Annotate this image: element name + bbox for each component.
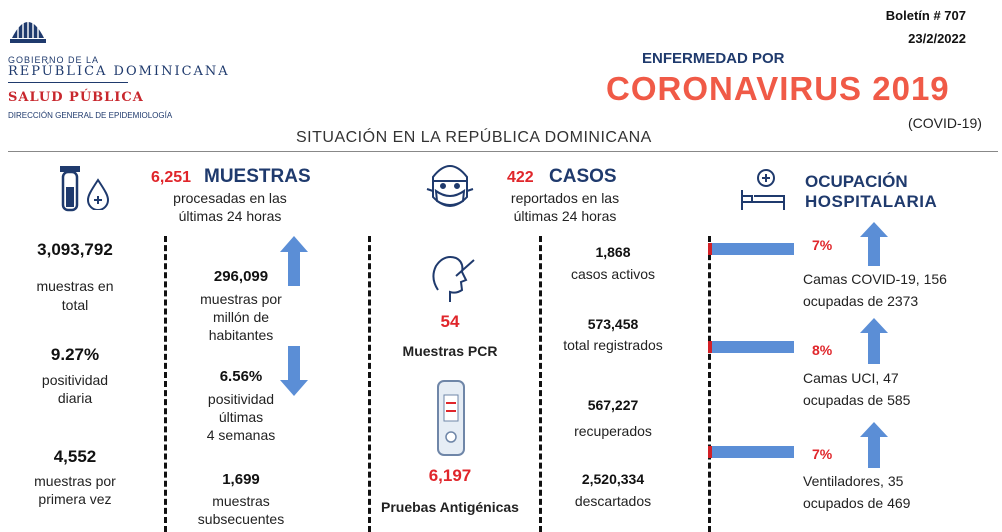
hospital-heading1: OCUPACIÓN — [805, 172, 908, 191]
pcr-value: 54 — [440, 312, 460, 331]
divider-samples-right — [368, 236, 371, 532]
first-time-label1: muestras por — [34, 473, 116, 489]
positivity-daily-label1: positividad — [41, 372, 109, 388]
discarded-label: descartados — [574, 493, 652, 509]
cases-sub2: últimas 24 horas — [513, 208, 617, 224]
discarded-value: 2,520,334 — [581, 471, 645, 487]
arrow-up-icon — [860, 318, 888, 364]
positivity-4w-label3: 4 semanas — [206, 427, 276, 443]
samples-sub2: últimas 24 horas — [178, 208, 282, 224]
per-million-label2: millón de — [212, 309, 270, 325]
covid-beds-label1: Camas COVID-19, 156 — [803, 271, 947, 287]
antigen-test-icon — [436, 379, 466, 457]
positivity-daily-value: 9.27% — [50, 345, 100, 364]
covid-beds-pct: 7% — [812, 237, 833, 253]
samples-total-value: 3,093,792 — [37, 240, 113, 259]
samples-total-label1: muestras en — [36, 278, 114, 294]
hospital-bed-icon — [740, 168, 786, 212]
cases-count: 422 — [507, 169, 534, 186]
page-subtitle: SITUACIÓN EN LA REPÚBLICA DOMINICANA — [296, 129, 652, 146]
covid-beds-label2: ocupadas de 2373 — [803, 293, 919, 309]
first-time-value: 4,552 — [53, 447, 97, 466]
per-million-value: 296,099 — [213, 268, 269, 285]
bulletin-number: Boletín # 707 — [885, 8, 966, 23]
title-small: ENFERMEDAD POR — [642, 50, 785, 67]
positivity-4w-label2: últimas — [218, 409, 264, 425]
per-million-label3: habitantes — [208, 327, 274, 343]
total-cases-value: 573,458 — [587, 316, 639, 332]
directorate-name: DIRECCIÓN GENERAL DE EPIDEMIOLOGÍA — [8, 111, 173, 120]
icu-label2: ocupadas de 585 — [803, 392, 911, 408]
blood-drop-icon — [86, 178, 110, 211]
arrow-up-icon — [280, 236, 308, 286]
per-million-label1: muestras por — [200, 291, 282, 307]
cases-sub1: reportados en las — [510, 190, 620, 206]
icu-bar — [708, 341, 794, 353]
pcr-swab-icon — [426, 250, 476, 306]
ventilators-bar — [708, 446, 794, 458]
samples-heading: MUESTRAS — [204, 166, 311, 187]
antigen-value: 6,197 — [428, 466, 472, 485]
subsequent-label2: subsecuentes — [197, 511, 285, 527]
subsequent-label1: muestras — [212, 493, 270, 509]
divider-samples — [164, 236, 167, 532]
covid-beds-bar — [708, 243, 794, 255]
arrow-down-icon — [280, 346, 308, 396]
antigen-label: Pruebas Antigénicas — [381, 499, 519, 515]
positivity-daily-label2: diaria — [57, 390, 93, 406]
test-tube-icon — [58, 165, 84, 215]
total-cases-label: total registrados — [563, 337, 663, 353]
recovered-value: 567,227 — [587, 397, 639, 413]
positivity-4w-value: 6.56% — [219, 368, 263, 385]
subtitle-rule — [8, 151, 998, 152]
pcr-label: Muestras PCR — [402, 343, 498, 359]
first-time-label2: primera vez — [38, 491, 112, 507]
title-paren: (COVID-19) — [908, 115, 982, 131]
ventilators-label1: Ventiladores, 35 — [803, 473, 904, 489]
recovered-label: recuperados — [574, 423, 652, 439]
samples-count: 6,251 — [151, 169, 192, 186]
samples-sub1: procesadas en las — [173, 190, 287, 206]
ventilators-label2: ocupados de 469 — [803, 495, 911, 511]
samples-total-label2: total — [61, 297, 89, 313]
ventilators-pct: 7% — [812, 446, 833, 462]
title-big: CORONAVIRUS 2019 — [606, 70, 950, 107]
active-cases-label: casos activos — [570, 266, 656, 282]
masked-face-icon — [425, 157, 475, 215]
divider-hospital — [708, 236, 711, 532]
cases-heading: CASOS — [549, 166, 617, 187]
government-seal-icon — [8, 8, 48, 46]
active-cases-value: 1,868 — [595, 244, 631, 260]
arrow-up-icon — [860, 222, 888, 266]
icu-label1: Camas UCI, 47 — [803, 370, 899, 386]
subsequent-value: 1,699 — [222, 471, 260, 488]
icu-pct: 8% — [812, 342, 833, 358]
arrow-up-icon — [860, 422, 888, 468]
gov-line1: GOBIERNO DE LA — [8, 55, 100, 65]
gov-line2: REPÚBLICA DOMINICANA — [8, 64, 230, 79]
bulletin-date: 23/2/2022 — [908, 31, 966, 46]
hospital-heading2: HOSPITALARIA — [805, 192, 938, 211]
positivity-4w-label1: positividad — [207, 391, 275, 407]
ministry-name: SALUD PÚBLICA — [8, 90, 144, 105]
divider-cases — [539, 236, 542, 532]
header-divider — [8, 82, 128, 83]
